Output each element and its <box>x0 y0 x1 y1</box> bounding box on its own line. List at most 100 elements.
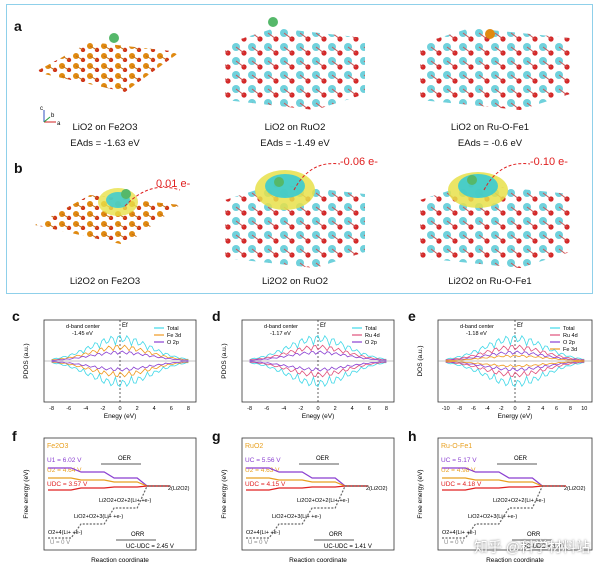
ru-o-fe1-slab <box>420 28 570 110</box>
legend-entry: Fe 3d <box>167 333 181 339</box>
fermi-label: Ef <box>517 323 523 329</box>
dos-curve <box>445 344 585 361</box>
panel-e-label: e <box>408 308 416 324</box>
plot-area <box>43 437 197 551</box>
udc-label: UDC = 4.18 V <box>441 481 482 488</box>
x-tick-label: -6 <box>264 406 269 412</box>
gap-label: UC-UDC = 2.45 V <box>126 544 174 550</box>
structure-a2 <box>225 17 365 110</box>
legend-entry: O 2p <box>167 340 179 346</box>
x-tick-label: 2 <box>527 406 530 412</box>
fe-atom <box>485 29 495 39</box>
u2-label: U2 = 4.63 V <box>245 467 280 474</box>
ruo2-slab <box>225 184 365 268</box>
species-label: Li2O2+O2+2(Li+ +e-) <box>297 498 349 504</box>
x-tick-label: -6 <box>66 406 71 412</box>
dband-label: d-band center <box>264 324 298 330</box>
panel-b-label: b <box>14 160 23 176</box>
x-axis-label: Enegy (eV) <box>104 413 137 420</box>
species-label: Li2O2+O2+2(Li+ +e-) <box>493 498 545 504</box>
species-label: LiO2+O2+3(Li+ +e-) <box>74 514 123 520</box>
legend-entry: Total <box>167 326 179 332</box>
dos-curve <box>249 344 387 361</box>
energy-chart-f: Free energy (eV) Reaction coordinate Fe2O3… <box>23 437 197 564</box>
charge-b2: -0.06 e- <box>340 156 378 168</box>
energy-step-line <box>246 485 369 539</box>
panel-d-label: d <box>212 308 221 324</box>
orr-label: ORR <box>131 532 145 538</box>
x-tick-label: 2 <box>136 406 139 412</box>
x-tick-label: 2 <box>334 406 337 412</box>
u1-label: U1 = 6.02 V <box>47 457 82 464</box>
legend-entry: Fe 3d <box>563 347 577 353</box>
species-label: O2+4(Li+ +e-) <box>442 530 477 536</box>
dos-chart-d: -8 -6 -4 -2 0 2 4 6 8 Ef d-band center-1.17 eV Eneg… <box>221 319 395 420</box>
x-axis-label: Reaction coordinate <box>289 557 347 564</box>
u2-label: U2 = 4.98 V <box>441 467 476 474</box>
panel-c-label: c <box>12 308 20 324</box>
dos-curve <box>51 361 189 388</box>
x-tick-label: 0 <box>118 406 121 412</box>
u0-label: U = 0 V <box>248 540 268 546</box>
energy-step-line <box>48 485 171 539</box>
watermark: 知乎 @科学材料站 <box>473 539 590 555</box>
udc-label: UDC = 4.15 V <box>245 481 286 488</box>
energy-step-line <box>246 477 369 487</box>
x-tick-label: -8 <box>247 406 252 412</box>
energy-step-line <box>48 467 171 487</box>
structure-a3 <box>420 28 570 110</box>
dband-value: -1.45 eV <box>72 331 93 337</box>
u2-label: U2 = 4.64 V <box>47 467 82 474</box>
ruo2-slab <box>225 28 365 110</box>
dos-curve <box>249 361 387 378</box>
charge-b3: -0.10 e- <box>530 156 568 168</box>
dos-curve <box>445 350 585 361</box>
plot-area <box>241 437 395 551</box>
dos-curve <box>249 334 387 361</box>
dos-curve <box>445 354 585 362</box>
species-label: LiO2+O2+3(Li+ +e-) <box>468 514 517 520</box>
dband-label: d-band center <box>66 324 100 330</box>
svg-text:c: c <box>40 106 43 112</box>
x-tick-label: 4 <box>541 406 544 412</box>
species-label: O2+4(Li+ +e-) <box>48 530 83 536</box>
dos-curve <box>445 361 585 388</box>
x-axis-label: Reaction coordinate <box>486 557 544 564</box>
structure-b1 <box>35 188 180 245</box>
x-tick-label: -10 <box>442 406 450 412</box>
panel-h-label: h <box>408 428 417 444</box>
orr-label: ORR <box>527 532 541 538</box>
x-tick-label: -4 <box>83 406 88 412</box>
x-axis-label: Enegy (eV) <box>302 413 335 420</box>
charge-arrow-b2 <box>293 163 341 191</box>
oer-label: OER <box>316 456 330 462</box>
legend-entry: Ru 4d <box>563 333 578 339</box>
oer-label: OER <box>514 456 528 462</box>
structure-b2 <box>225 170 365 268</box>
charge-b1: 0.01 e- <box>156 178 191 190</box>
x-axis-label: Reaction coordinate <box>91 557 149 564</box>
y-axis-label: PDOS (a.u.) <box>221 343 228 378</box>
x-tick-label: 6 <box>170 406 173 412</box>
legend-entry: O 2p <box>563 340 575 346</box>
panel-f-label: f <box>12 428 17 444</box>
dos-chart-e: -10 -8 -6 -4 -2 0 2 4 6 8 10 Ef d-band center-1.18 e… <box>417 319 593 420</box>
x-tick-label: -4 <box>485 406 490 412</box>
energy-step-line <box>442 477 566 487</box>
dos-curve <box>249 361 387 388</box>
energy-step-line <box>48 477 171 487</box>
li-atom <box>467 175 477 185</box>
legend-entry: O 2p <box>365 340 377 346</box>
dos-curve <box>51 350 189 361</box>
ru-o-fe1-slab <box>420 184 570 268</box>
x-tick-label: 8 <box>187 406 190 412</box>
energy-step-line <box>48 485 171 491</box>
energy-step-line <box>246 467 369 487</box>
dband-value: -1.17 eV <box>270 331 291 337</box>
li-atom <box>121 189 131 199</box>
energy-step-line <box>442 467 566 487</box>
legend-entry: Total <box>563 326 575 332</box>
x-axis-label: Energy (eV) <box>498 413 533 420</box>
x-tick-label: -2 <box>298 406 303 412</box>
fe2o3-slab <box>35 195 180 245</box>
